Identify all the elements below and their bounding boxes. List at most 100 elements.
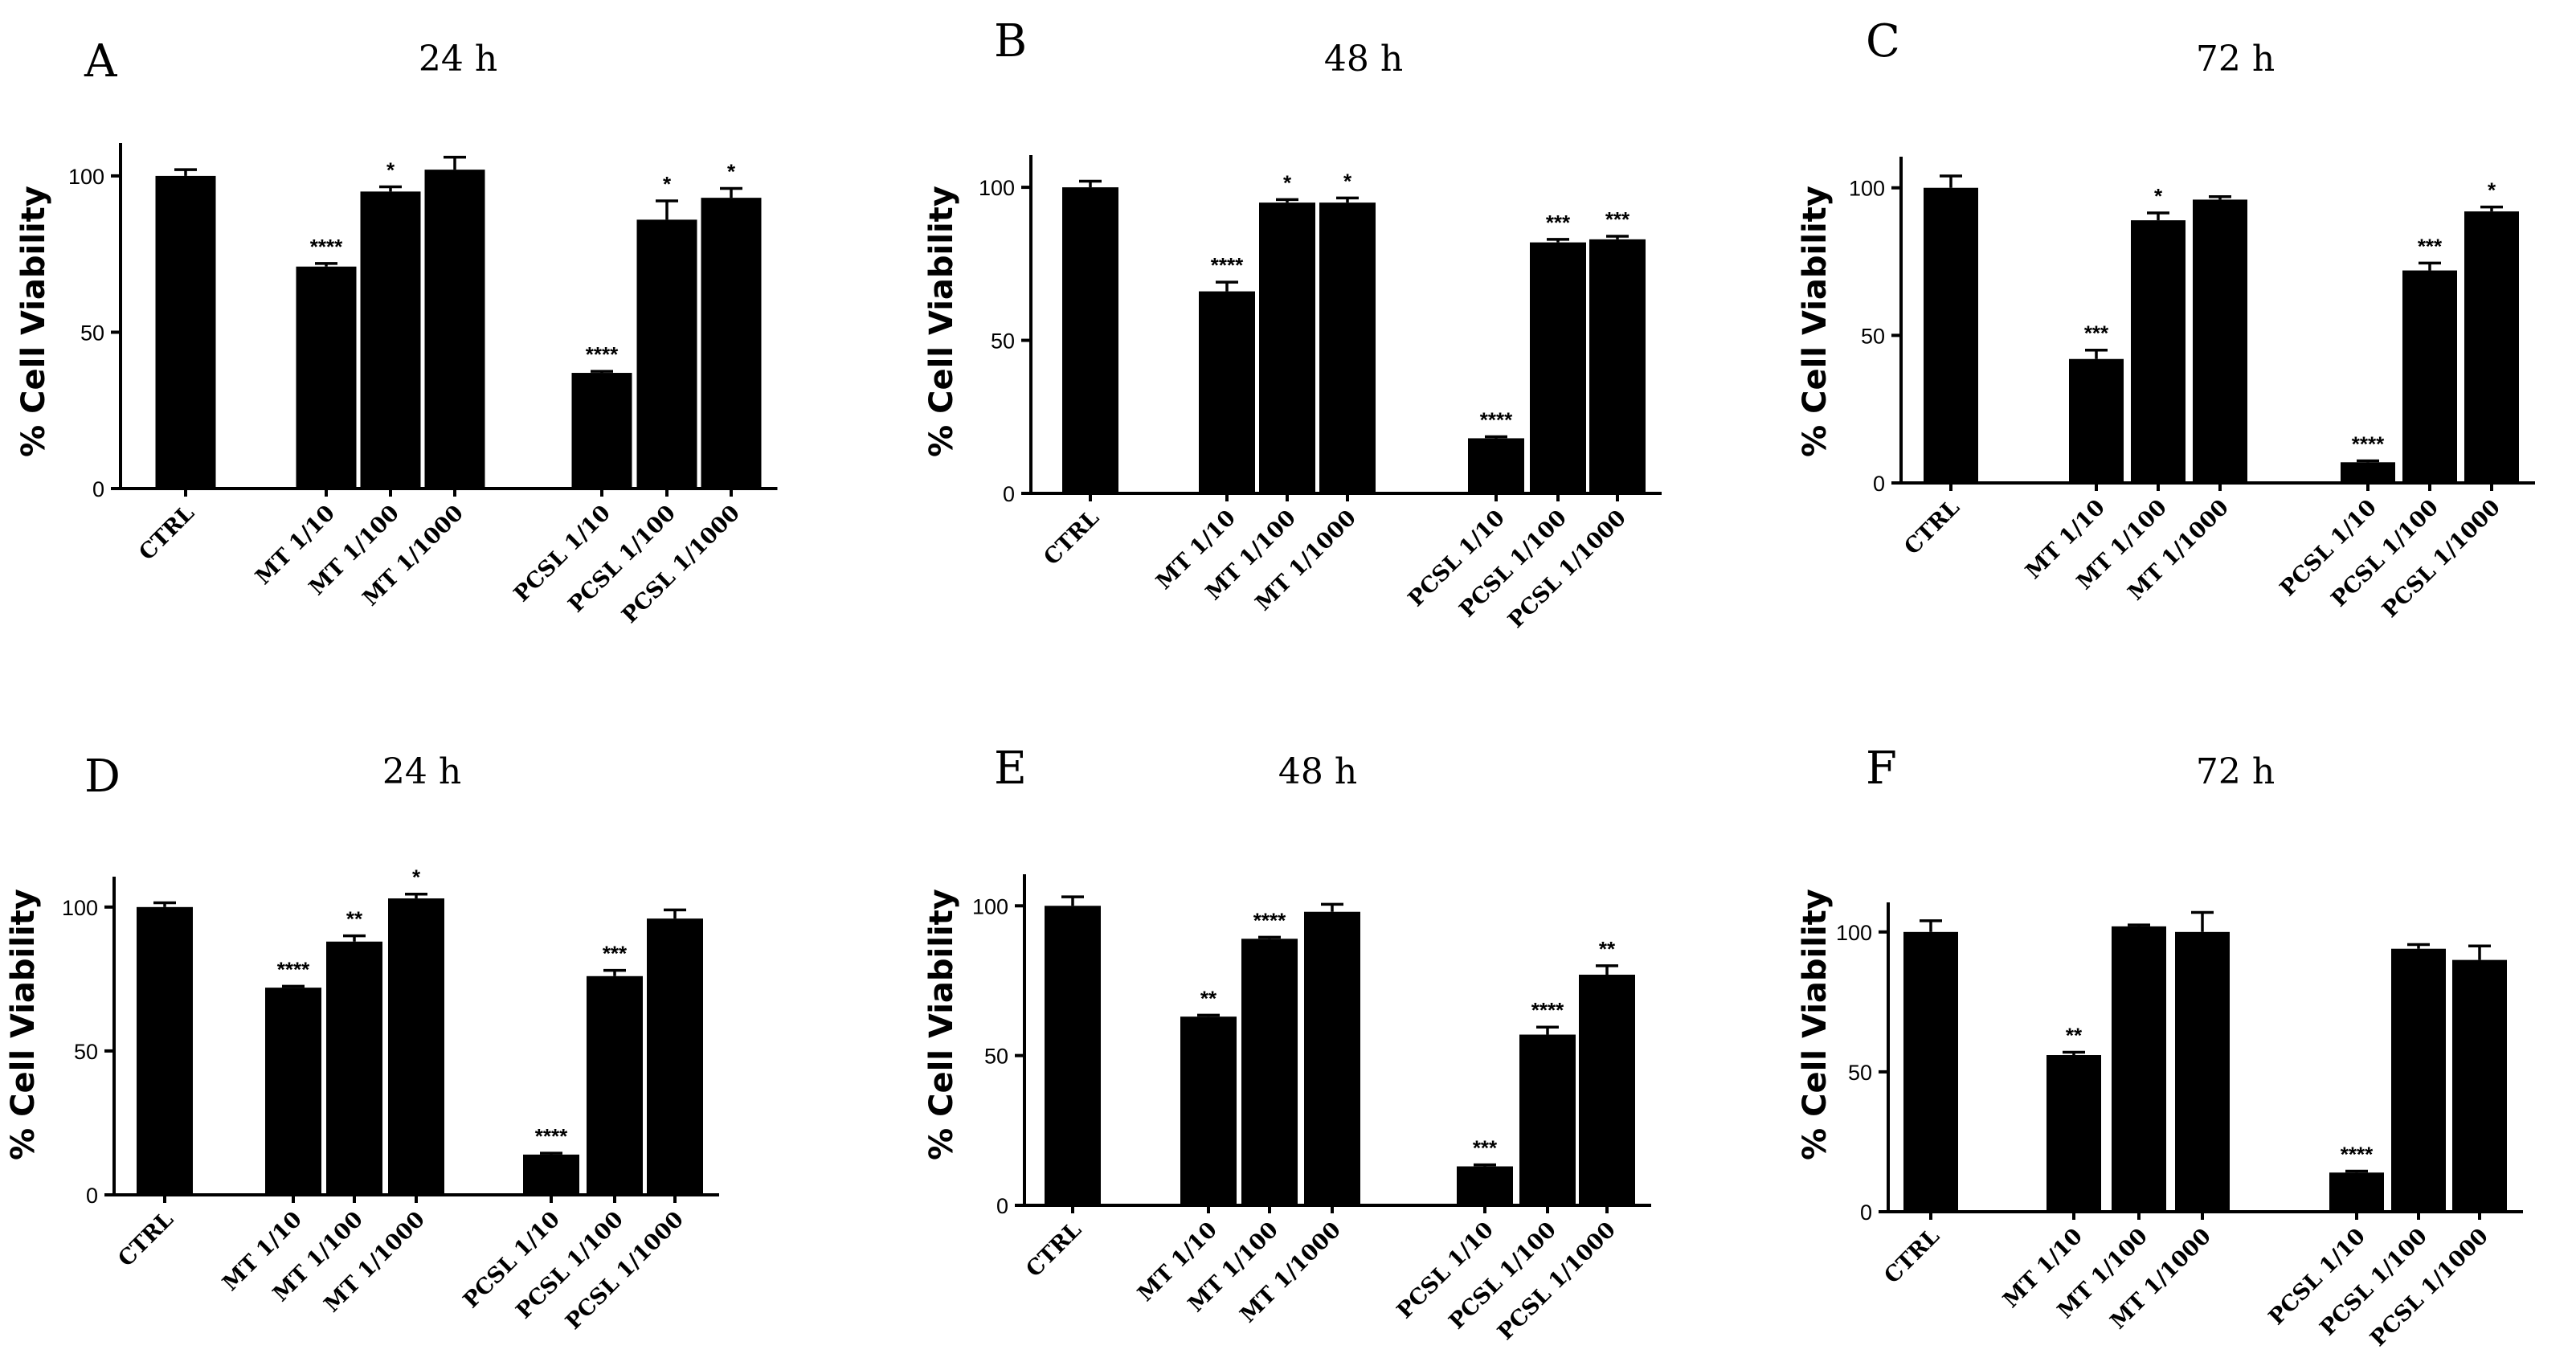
bar-c-2 — [2131, 220, 2186, 483]
y-tick-label: 100 — [979, 176, 1015, 200]
bar-c-0 — [1924, 187, 1978, 483]
bar-e-6 — [1579, 975, 1635, 1205]
bar-e-2 — [1241, 939, 1298, 1205]
significance-label: * — [1283, 170, 1292, 194]
panel-letter: B — [994, 15, 1027, 67]
bar-d-1 — [265, 988, 321, 1195]
bar-d-5 — [587, 975, 643, 1195]
x-tick-label: CTRL — [113, 1207, 178, 1272]
x-tick-label: CTRL — [1039, 505, 1104, 571]
bar-c-5 — [2402, 270, 2457, 483]
bar-a-1 — [296, 266, 357, 489]
bar-f-3 — [2175, 931, 2230, 1212]
significance-label: *** — [1473, 1136, 1498, 1160]
bar-e-3 — [1304, 911, 1360, 1205]
chart-title: 72 h — [2196, 39, 2275, 80]
y-axis-label: % Cell Viability — [5, 889, 42, 1160]
y-tick-label: 0 — [1860, 1200, 1872, 1225]
y-tick-label: 50 — [991, 329, 1015, 354]
bar-b-3 — [1319, 202, 1376, 494]
y-tick-label: 100 — [1849, 177, 1885, 201]
bar-f-0 — [1903, 931, 1958, 1212]
bar-c-3 — [2193, 199, 2247, 483]
chart-title: 48 h — [1278, 751, 1357, 792]
significance-label: ** — [1200, 986, 1217, 1010]
x-tick-label: CTRL — [1899, 495, 1965, 560]
bar-d-0 — [137, 906, 193, 1195]
bar-d-6 — [647, 918, 703, 1195]
bar-e-0 — [1045, 906, 1101, 1205]
bar-a-2 — [360, 191, 421, 489]
y-tick-label: 50 — [80, 321, 104, 345]
y-tick-label: 0 — [1003, 482, 1015, 506]
significance-label: ** — [2066, 1024, 2083, 1048]
x-tick-label: CTRL — [1021, 1217, 1086, 1282]
significance-label: **** — [1480, 408, 1513, 432]
bar-b-5 — [1530, 242, 1586, 493]
bar-a-0 — [155, 175, 216, 489]
y-axis-label: % Cell Viability — [923, 186, 960, 457]
bar-f-1 — [2046, 1055, 2101, 1212]
bar-c-4 — [2341, 462, 2395, 483]
bar-b-0 — [1062, 187, 1118, 493]
panel-letter: E — [994, 742, 1027, 795]
bar-c-1 — [2069, 358, 2124, 483]
chart-title: 48 h — [1324, 39, 1403, 80]
significance-label: * — [1343, 169, 1352, 193]
significance-label: * — [2154, 184, 2163, 208]
significance-label: *** — [2084, 321, 2109, 346]
bar-a-4 — [571, 373, 632, 489]
significance-label: **** — [277, 957, 310, 981]
bar-e-4 — [1457, 1166, 1513, 1205]
bar-b-4 — [1468, 438, 1524, 493]
significance-label: **** — [1253, 908, 1286, 932]
significance-label: * — [2488, 178, 2496, 202]
y-axis-label: % Cell Viability — [1797, 889, 1834, 1160]
y-tick-label: 0 — [996, 1194, 1008, 1218]
significance-label: *** — [2418, 234, 2443, 258]
bar-c-6 — [2464, 211, 2519, 483]
significance-label: * — [727, 159, 736, 183]
significance-label: **** — [586, 342, 619, 366]
bar-a-6 — [701, 198, 762, 489]
y-tick-label: 0 — [1873, 472, 1885, 496]
significance-label: **** — [535, 1124, 568, 1148]
significance-label: * — [412, 865, 421, 890]
x-tick-label: CTRL — [134, 501, 199, 566]
significance-label: * — [386, 158, 395, 182]
x-tick-label: PCSL 1/1000 — [617, 501, 745, 628]
significance-label: **** — [2352, 432, 2385, 456]
bar-b-1 — [1199, 291, 1255, 493]
y-tick-label: 0 — [92, 477, 104, 501]
y-tick-label: 100 — [68, 165, 104, 189]
x-tick-label: PCSL 1/100 — [2316, 1224, 2432, 1340]
y-axis-label: % Cell Viability — [1797, 186, 1834, 457]
panel-letter: F — [1866, 742, 1897, 795]
chart-title: 24 h — [382, 751, 461, 792]
panel-letter: C — [1866, 15, 1900, 67]
bar-f-6 — [2452, 959, 2507, 1212]
y-tick-label: 100 — [62, 896, 98, 920]
bar-e-5 — [1519, 1034, 1576, 1205]
y-tick-label: 50 — [984, 1045, 1008, 1069]
significance-label: **** — [1211, 253, 1244, 277]
bar-a-5 — [636, 219, 697, 489]
x-tick-label: CTRL — [1879, 1224, 1944, 1289]
significance-label: **** — [1531, 998, 1564, 1022]
y-tick-label: 50 — [1848, 1061, 1872, 1085]
significance-label: *** — [603, 942, 628, 966]
bar-d-2 — [326, 941, 382, 1195]
bar-b-6 — [1589, 239, 1646, 493]
x-tick-label: PCSL 1/100 — [2327, 495, 2443, 611]
y-tick-label: 0 — [86, 1184, 98, 1208]
significance-label: ** — [1599, 937, 1616, 961]
panel-letter: D — [84, 751, 121, 803]
bar-f-5 — [2391, 948, 2446, 1212]
y-axis-label: % Cell Viability — [15, 186, 52, 457]
